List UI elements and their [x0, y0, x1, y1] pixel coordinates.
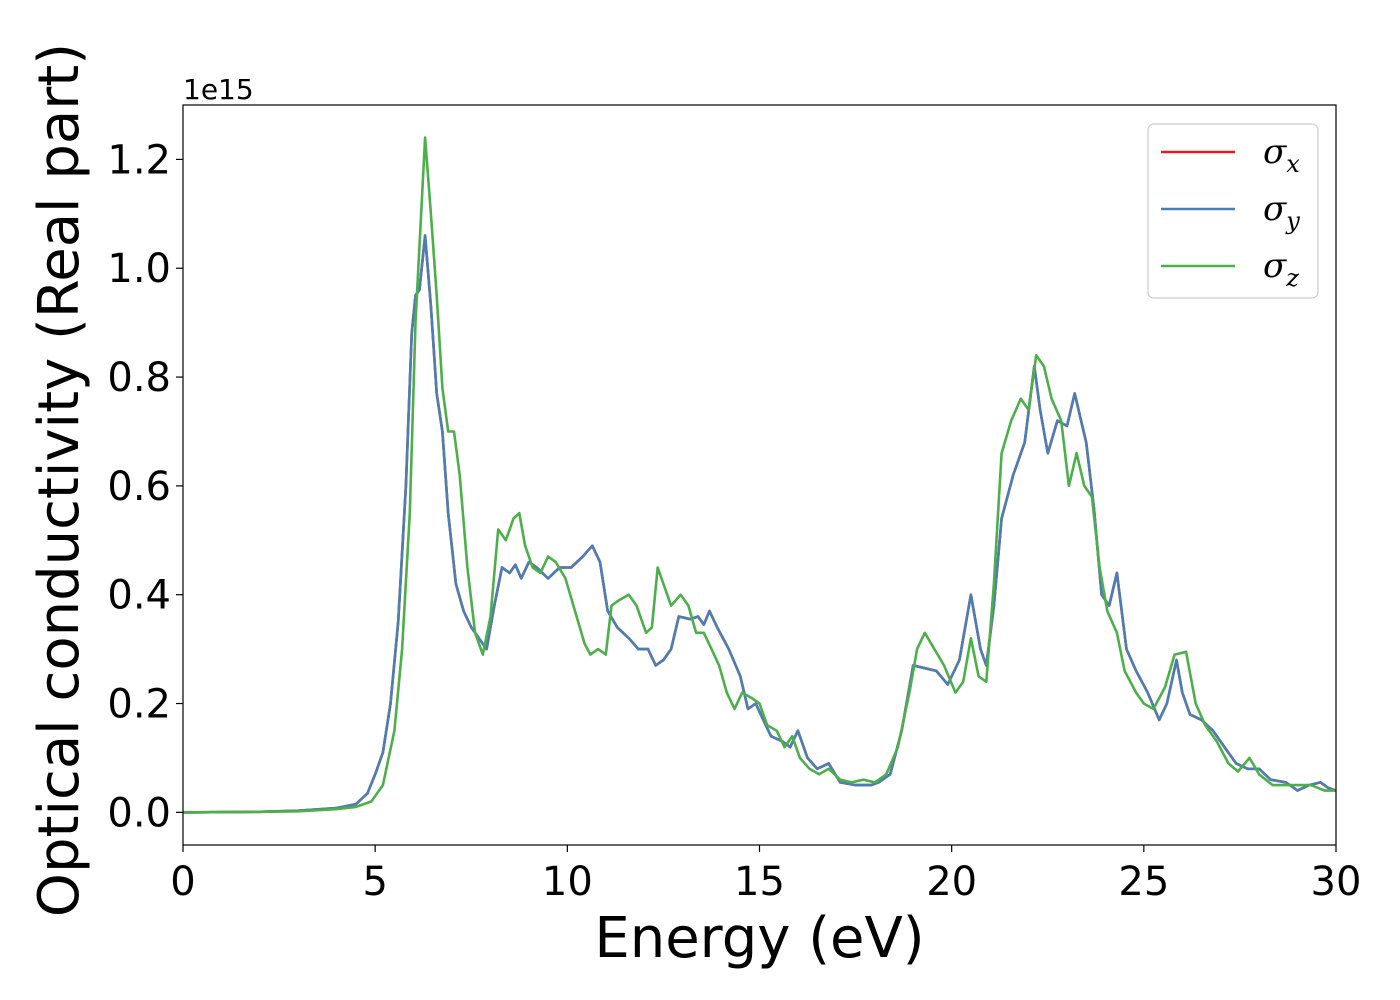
y-tick-label: 0.6	[107, 464, 171, 510]
x-tick-label: 30	[1311, 859, 1362, 905]
plot-lines	[183, 136, 1336, 814]
y-tick-label: 1.0	[107, 246, 171, 292]
y-tick-label: 0.0	[107, 790, 171, 836]
x-tick-label: 5	[362, 859, 387, 905]
series-line-z	[183, 136, 1336, 814]
x-tick-label: 0	[170, 859, 195, 905]
series-line-y	[183, 234, 1336, 814]
y-tick-label: 1.2	[107, 137, 171, 183]
legend-frame	[1147, 123, 1319, 299]
y-tick-label: 0.8	[107, 355, 171, 401]
y-axis-offset-text: 1e15	[183, 73, 254, 106]
legend-label-z: σz	[1263, 246, 1299, 292]
series-line-x	[183, 234, 1336, 814]
x-axis-ticks: 0 5 10 15 20 25 30	[170, 845, 1361, 905]
x-tick-label: 25	[1118, 859, 1169, 905]
y-tick-label: 0.2	[107, 682, 171, 728]
x-tick-label: 20	[926, 859, 977, 905]
y-axis-label: Optical conductivity (Real part)	[27, 43, 92, 917]
y-tick-label: 0.4	[107, 573, 171, 619]
x-tick-label: 10	[542, 859, 593, 905]
x-axis-label: Energy (eV)	[594, 906, 924, 971]
y-axis-ticks: 0.0 0.2 0.4 0.6 0.8 1.0 1.2	[107, 137, 183, 836]
x-tick-label: 15	[734, 859, 785, 905]
